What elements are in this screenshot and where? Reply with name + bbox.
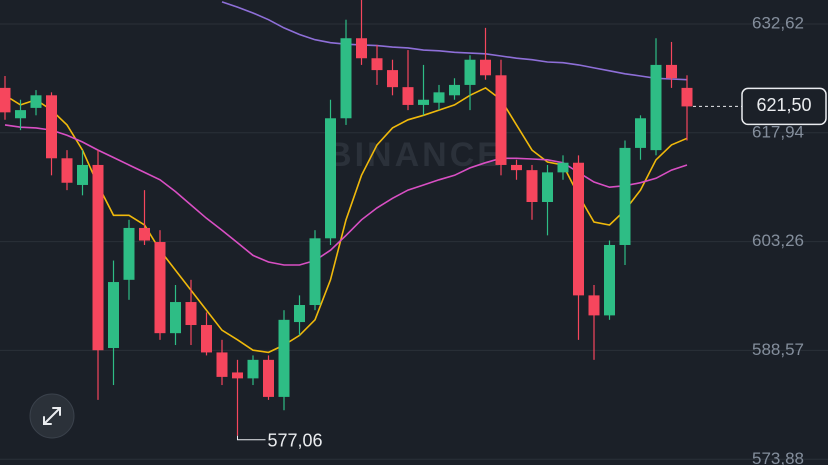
candle-body	[170, 302, 181, 334]
grid	[0, 23, 828, 460]
candle-body	[557, 162, 569, 173]
candle-body	[402, 87, 414, 105]
candle-body	[666, 64, 677, 79]
low-label: 577,06	[268, 430, 323, 450]
candle-body	[0, 87, 11, 113]
candle-body	[263, 359, 274, 397]
candles	[0, 0, 693, 436]
candle-body	[681, 87, 693, 107]
candle-body	[340, 38, 352, 119]
candle-body	[92, 164, 104, 351]
candle-body	[185, 302, 197, 326]
candle-body	[542, 172, 553, 203]
candle-body	[495, 75, 507, 165]
candle-body	[511, 164, 522, 171]
candle-body	[635, 118, 646, 148]
candle-body	[123, 227, 135, 280]
candle-body	[325, 118, 336, 239]
candle-body	[480, 59, 491, 76]
candle-body	[449, 84, 460, 96]
expand-icon[interactable]	[43, 407, 61, 425]
labels: 573,88 588,57 603,26 617,94 632,62 577,06 621,…	[237, 13, 827, 465]
y-tick-label: 588,57	[752, 340, 804, 359]
candle-body	[371, 58, 383, 71]
y-tick-label: 603,26	[752, 231, 804, 250]
candle-body	[278, 319, 290, 397]
candle-body	[604, 244, 615, 316]
candle-body	[139, 227, 150, 241]
candle-body	[294, 305, 305, 323]
candle-body	[108, 282, 119, 348]
candle-body	[216, 352, 228, 377]
candle-body	[154, 242, 166, 334]
candle-body	[418, 99, 429, 105]
last-price-label: 621,50	[756, 95, 811, 115]
candle-body	[433, 92, 445, 103]
y-tick-label: 617,94	[752, 122, 804, 141]
candle-body	[77, 164, 88, 185]
candle-body	[201, 325, 212, 353]
candle-body	[650, 64, 662, 151]
candle-body	[46, 95, 57, 159]
candle-body	[30, 95, 42, 108]
candle-body	[464, 59, 476, 85]
candle-body	[619, 147, 631, 245]
moving-average-line	[221, 1, 688, 81]
y-tick-label: 632,62	[752, 13, 804, 32]
watermark: BINANCE	[327, 136, 503, 174]
candle-body	[387, 70, 398, 88]
low-marker	[237, 435, 266, 441]
moving-average-line	[4, 86, 688, 354]
expand-button[interactable]	[29, 393, 75, 439]
candle-body	[247, 359, 259, 379]
last-price-box	[741, 87, 827, 126]
candle-body	[61, 158, 73, 183]
candle-body	[573, 162, 584, 296]
y-tick-label: 573,88	[752, 449, 804, 465]
candle-body	[356, 38, 367, 59]
candle-body	[309, 238, 321, 306]
candle-body	[15, 110, 26, 119]
candle-body	[526, 170, 538, 203]
candle-body	[588, 295, 600, 316]
candle-body	[232, 372, 243, 379]
